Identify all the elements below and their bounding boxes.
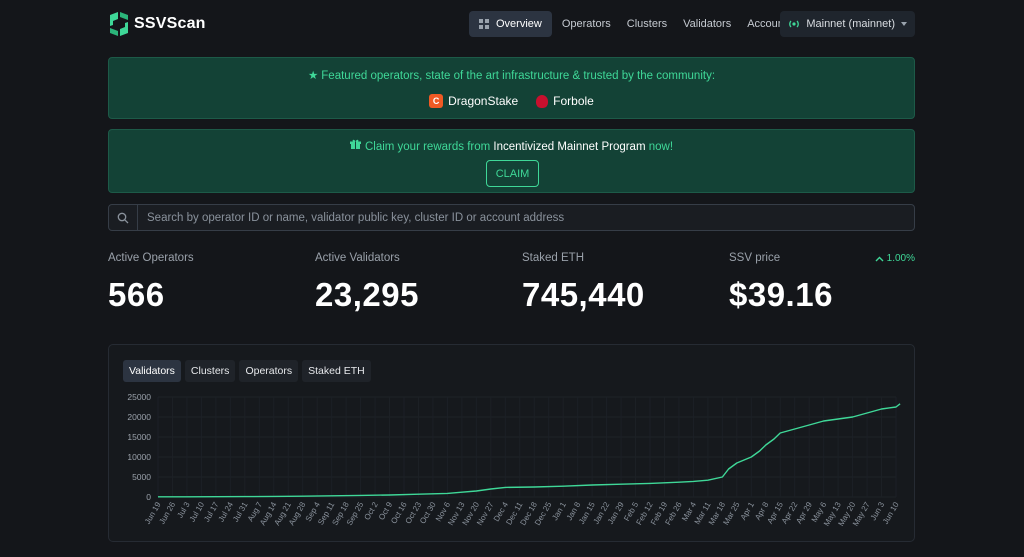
- nav-validators[interactable]: Validators: [683, 18, 732, 30]
- claim-button[interactable]: CLAIM: [486, 160, 539, 187]
- operator-name: Forbole: [553, 94, 594, 108]
- network-selector[interactable]: Mainnet (mainnet): [780, 11, 915, 37]
- network-label: Mainnet (mainnet): [806, 18, 895, 30]
- stat-label: Staked ETH: [522, 252, 584, 264]
- operator-name: DragonStake: [448, 94, 519, 108]
- nav-clusters[interactable]: Clusters: [626, 18, 668, 30]
- price-change-value: 1.00%: [886, 253, 915, 264]
- chart-tab-clusters[interactable]: Clusters: [184, 360, 236, 382]
- claim-suffix: now!: [645, 141, 674, 153]
- y-tick-label: 0: [146, 492, 151, 502]
- chart-tabs: Validators Clusters Operators Staked ETH: [123, 360, 371, 382]
- stat-active-operators: Active Operators 566: [108, 252, 194, 314]
- featured-text: Featured operators, state of the art inf…: [321, 70, 716, 82]
- dragonstake-logo-icon: C: [429, 94, 444, 108]
- top-navigation: SSVScan Overview Operators Clusters Vali…: [108, 10, 915, 38]
- nav-overview[interactable]: Overview: [469, 11, 552, 37]
- featured-operators-list: C DragonStake Forbole: [109, 94, 914, 108]
- claim-program-link[interactable]: Incentivized Mainnet Program: [493, 141, 646, 153]
- ssv-logo-icon: [110, 12, 128, 36]
- brand-logo[interactable]: SSVScan: [108, 10, 206, 38]
- featured-operators-banner: ★ Featured operators, state of the art in…: [108, 57, 915, 119]
- operator-forbole[interactable]: Forbole: [536, 94, 594, 108]
- search-divider: [137, 204, 138, 231]
- y-tick-label: 5000: [132, 472, 151, 482]
- stat-label: Active Operators: [108, 252, 194, 264]
- dashboard-grid-icon: [479, 19, 489, 29]
- claim-prefix: Claim your rewards from: [364, 141, 494, 153]
- growth-chart-card: 0 5000 10000 15000 20000 25000 Jun 19 Jun 26 Jul…: [108, 344, 915, 542]
- y-tick-label: 25000: [127, 392, 151, 402]
- claim-rewards-banner: Claim your rewards from Incentivized Mai…: [108, 129, 915, 193]
- stat-label: Active Validators: [315, 252, 400, 264]
- stat-ssv-price: SSV price $39.16 1.00%: [729, 252, 915, 314]
- stat-value: 566: [108, 276, 165, 313]
- chart-tab-operators[interactable]: Operators: [239, 360, 299, 382]
- search-input[interactable]: [138, 211, 914, 224]
- forbole-logo-icon: [536, 94, 549, 108]
- stat-active-validators: Active Validators 23,295: [315, 252, 419, 314]
- stat-staked-eth: Staked ETH 745,440: [522, 252, 645, 314]
- main-nav: Overview Operators Clusters Validators A…: [469, 11, 798, 37]
- operator-dragonstake[interactable]: C DragonStake: [429, 94, 518, 108]
- stats-row: Active Operators 566 Active Validators 2…: [108, 252, 915, 322]
- brand-name: SSVScan: [134, 15, 206, 32]
- chart-tab-validators[interactable]: Validators: [123, 360, 181, 382]
- stat-value: 745,440: [522, 276, 645, 313]
- claim-text-line: Claim your rewards from Incentivized Mai…: [109, 139, 914, 153]
- featured-text-line: ★ Featured operators, state of the art in…: [109, 68, 914, 82]
- y-tick-label: 10000: [127, 452, 151, 462]
- price-change-badge: 1.00%: [875, 253, 915, 264]
- series-line-validators: [158, 403, 901, 498]
- stat-value: $39.16: [729, 276, 833, 313]
- y-tick-label: 15000: [127, 432, 151, 442]
- stat-label: SSV price: [729, 252, 781, 264]
- chart-tab-staked-eth[interactable]: Staked ETH: [302, 360, 371, 382]
- gift-icon: [349, 139, 361, 153]
- network-signal-icon: [789, 20, 800, 28]
- nav-overview-label: Overview: [496, 18, 542, 30]
- y-tick-label: 20000: [127, 412, 151, 422]
- search-icon: [109, 212, 137, 224]
- star-icon: ★: [307, 70, 319, 82]
- nav-operators[interactable]: Operators: [561, 18, 611, 30]
- chevron-down-icon: [901, 22, 907, 26]
- search-bar: [108, 204, 915, 231]
- stat-value: 23,295: [315, 276, 419, 313]
- chevron-up-icon: [875, 256, 884, 261]
